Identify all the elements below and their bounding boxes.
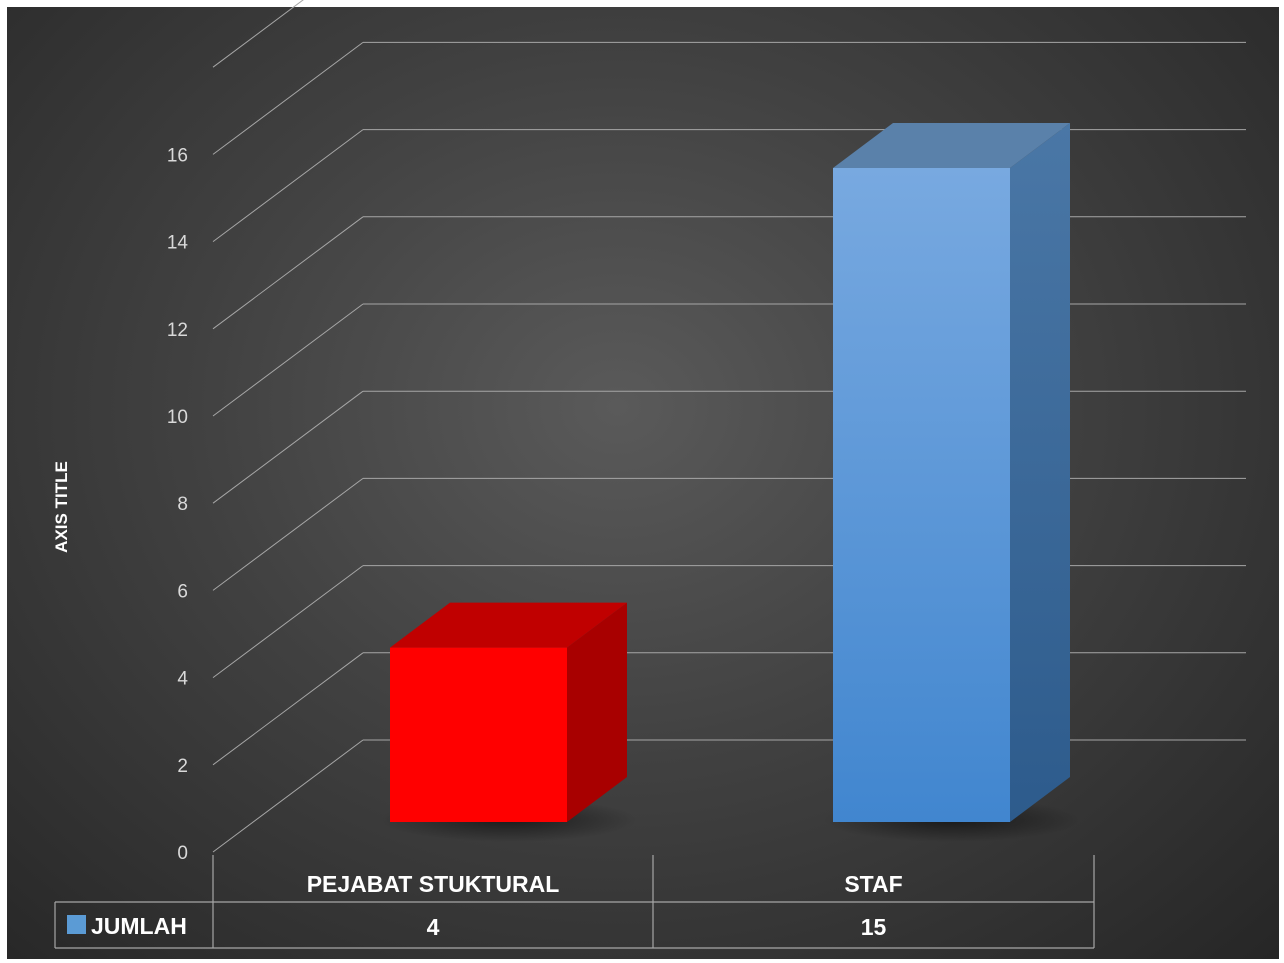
y-tick-label: 10 — [167, 407, 188, 428]
data-table: PEJABAT STUKTURAL STAF JUMLAH 4 15 — [54, 855, 1095, 949]
data-table-value: 4 — [427, 914, 440, 940]
y-tick-label: 4 — [177, 669, 188, 690]
gridline-side — [212, 41, 364, 155]
bar-side — [567, 602, 627, 822]
bar-top — [833, 123, 1070, 168]
gridline-side — [212, 0, 304, 68]
gridline-side — [212, 303, 364, 417]
bar-top — [390, 602, 627, 648]
legend-key — [67, 915, 86, 934]
y-tick-label: 12 — [167, 320, 188, 341]
y-tick-label: 0 — [177, 843, 188, 864]
data-table-series-label: JUMLAH — [91, 913, 187, 939]
y-tick-label: 6 — [177, 581, 188, 602]
gridline-side — [212, 652, 364, 766]
gridline-side — [212, 565, 364, 679]
y-axis-ticks: 0 2 4 6 8 10 12 14 16 — [167, 145, 189, 864]
bar-staf — [833, 168, 1010, 822]
gridline-side — [212, 390, 364, 504]
gridline-side — [212, 216, 364, 330]
category-label: PEJABAT STUKTURAL — [307, 871, 560, 897]
category-label: STAF — [844, 871, 902, 897]
y-tick-label: 8 — [177, 494, 188, 515]
bar-pejabat-stuktural — [390, 647, 567, 822]
gridline-side — [212, 477, 364, 591]
y-axis-title: AXIS TITLE — [52, 461, 71, 553]
y-tick-label: 14 — [167, 233, 189, 254]
gridline-side — [212, 739, 364, 853]
gridline-side — [212, 129, 364, 243]
bar-side — [1010, 123, 1070, 822]
bars — [380, 123, 1080, 842]
y-tick-label: 2 — [177, 756, 188, 777]
gridlines — [212, 0, 1246, 853]
y-tick-label: 16 — [167, 145, 188, 166]
data-table-value: 15 — [861, 914, 887, 940]
